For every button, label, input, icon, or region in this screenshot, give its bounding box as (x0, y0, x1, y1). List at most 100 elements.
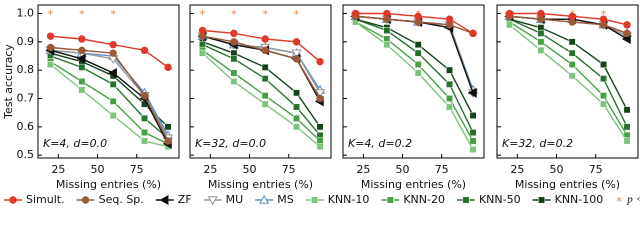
point (537, 9, 545, 18)
point (623, 123, 631, 131)
point (141, 137, 148, 145)
significance-marker: * (200, 8, 206, 21)
point (78, 46, 86, 55)
y-tick-label: 0.9 (17, 35, 35, 48)
point (568, 38, 576, 46)
series-line (202, 29, 321, 63)
x-tick-label: 25 (51, 163, 65, 176)
chart: 0.5 0.6 0.7 0.8 0.9 1.0 25 50 75 Missing entries … (2, 4, 640, 208)
x-tick-label: 25 (510, 163, 524, 176)
point (599, 15, 608, 23)
legend-label: Simult. (26, 193, 65, 206)
x-tick-label: 50 (243, 163, 257, 176)
plot-frame (342, 4, 485, 159)
point (383, 9, 391, 18)
point (164, 123, 172, 131)
point (414, 69, 422, 77)
x-tick-label: 25 (203, 163, 217, 176)
point (505, 9, 514, 18)
significance-marker: * (294, 8, 300, 21)
legend-label: KNN-50 (479, 193, 521, 206)
panel-annotation: K=32, d=0.0 (195, 137, 266, 150)
series-line (50, 49, 169, 145)
legend-marker: * (617, 195, 623, 208)
significance-marker: * (110, 8, 116, 21)
point (78, 78, 86, 85)
x-tick-label: 50 (396, 163, 410, 176)
legend-label: Seq. Sp. (99, 193, 144, 206)
legend-label: ZF (178, 193, 192, 206)
x-tick-label: 75 (589, 163, 603, 176)
legend-label: KNN-20 (403, 193, 445, 206)
point (469, 146, 477, 153)
point (107, 67, 117, 79)
significance-marker: * (231, 8, 237, 21)
x-tick-label: 50 (550, 163, 564, 176)
point (414, 61, 422, 68)
x-axis-label: Missing entries (%) (56, 178, 161, 191)
point (414, 12, 422, 21)
point (76, 53, 86, 64)
y-tick-label: 0.8 (17, 63, 35, 76)
point (316, 94, 324, 103)
point (568, 12, 576, 21)
point (109, 49, 117, 57)
point (600, 61, 607, 68)
x-axis-label: Missing entries (%) (515, 178, 620, 191)
series-line (355, 18, 474, 133)
point (292, 38, 301, 46)
point (446, 66, 453, 74)
y-tick-label: 0.5 (17, 148, 35, 161)
point (462, 196, 470, 204)
point (109, 40, 117, 49)
point (230, 29, 238, 38)
point (537, 29, 545, 37)
point (537, 38, 545, 46)
point (600, 100, 607, 108)
point (469, 137, 477, 145)
significance-marker: * (79, 8, 85, 21)
point (414, 49, 422, 57)
point (207, 196, 218, 206)
point (259, 194, 270, 204)
y-tick-label: 0.7 (17, 92, 35, 105)
plot-frame (189, 4, 332, 159)
x-tick-label: 25 (356, 163, 370, 176)
legend-significance: p < 0.05 (626, 194, 640, 206)
point (230, 38, 238, 46)
point (469, 29, 477, 38)
series-line (355, 18, 474, 116)
point (623, 29, 631, 38)
point (109, 112, 117, 119)
point (568, 61, 576, 68)
point (78, 63, 86, 71)
point (140, 46, 149, 55)
point (230, 55, 238, 63)
point (623, 137, 631, 145)
point (230, 69, 238, 77)
point (261, 63, 269, 71)
point (314, 89, 326, 99)
legend-label: KNN-100 (555, 193, 604, 206)
point (414, 41, 422, 49)
point (164, 63, 172, 72)
point (568, 49, 576, 57)
point (293, 103, 300, 111)
series-line (202, 44, 321, 136)
plot-frame (496, 4, 639, 159)
point (78, 35, 86, 43)
point (46, 32, 55, 40)
legend-label: KNN-10 (328, 193, 370, 206)
significance-marker: * (262, 8, 268, 21)
significance-marker: * (601, 8, 607, 21)
panel-annotation: K=4, d=0.2 (348, 137, 412, 150)
point (140, 91, 149, 100)
point (316, 143, 324, 151)
point (351, 9, 360, 18)
x-tick-label: 75 (435, 163, 449, 176)
point (445, 15, 454, 23)
point (198, 26, 207, 35)
point (230, 78, 238, 85)
legend-label: MU (226, 193, 244, 206)
point (291, 49, 302, 59)
